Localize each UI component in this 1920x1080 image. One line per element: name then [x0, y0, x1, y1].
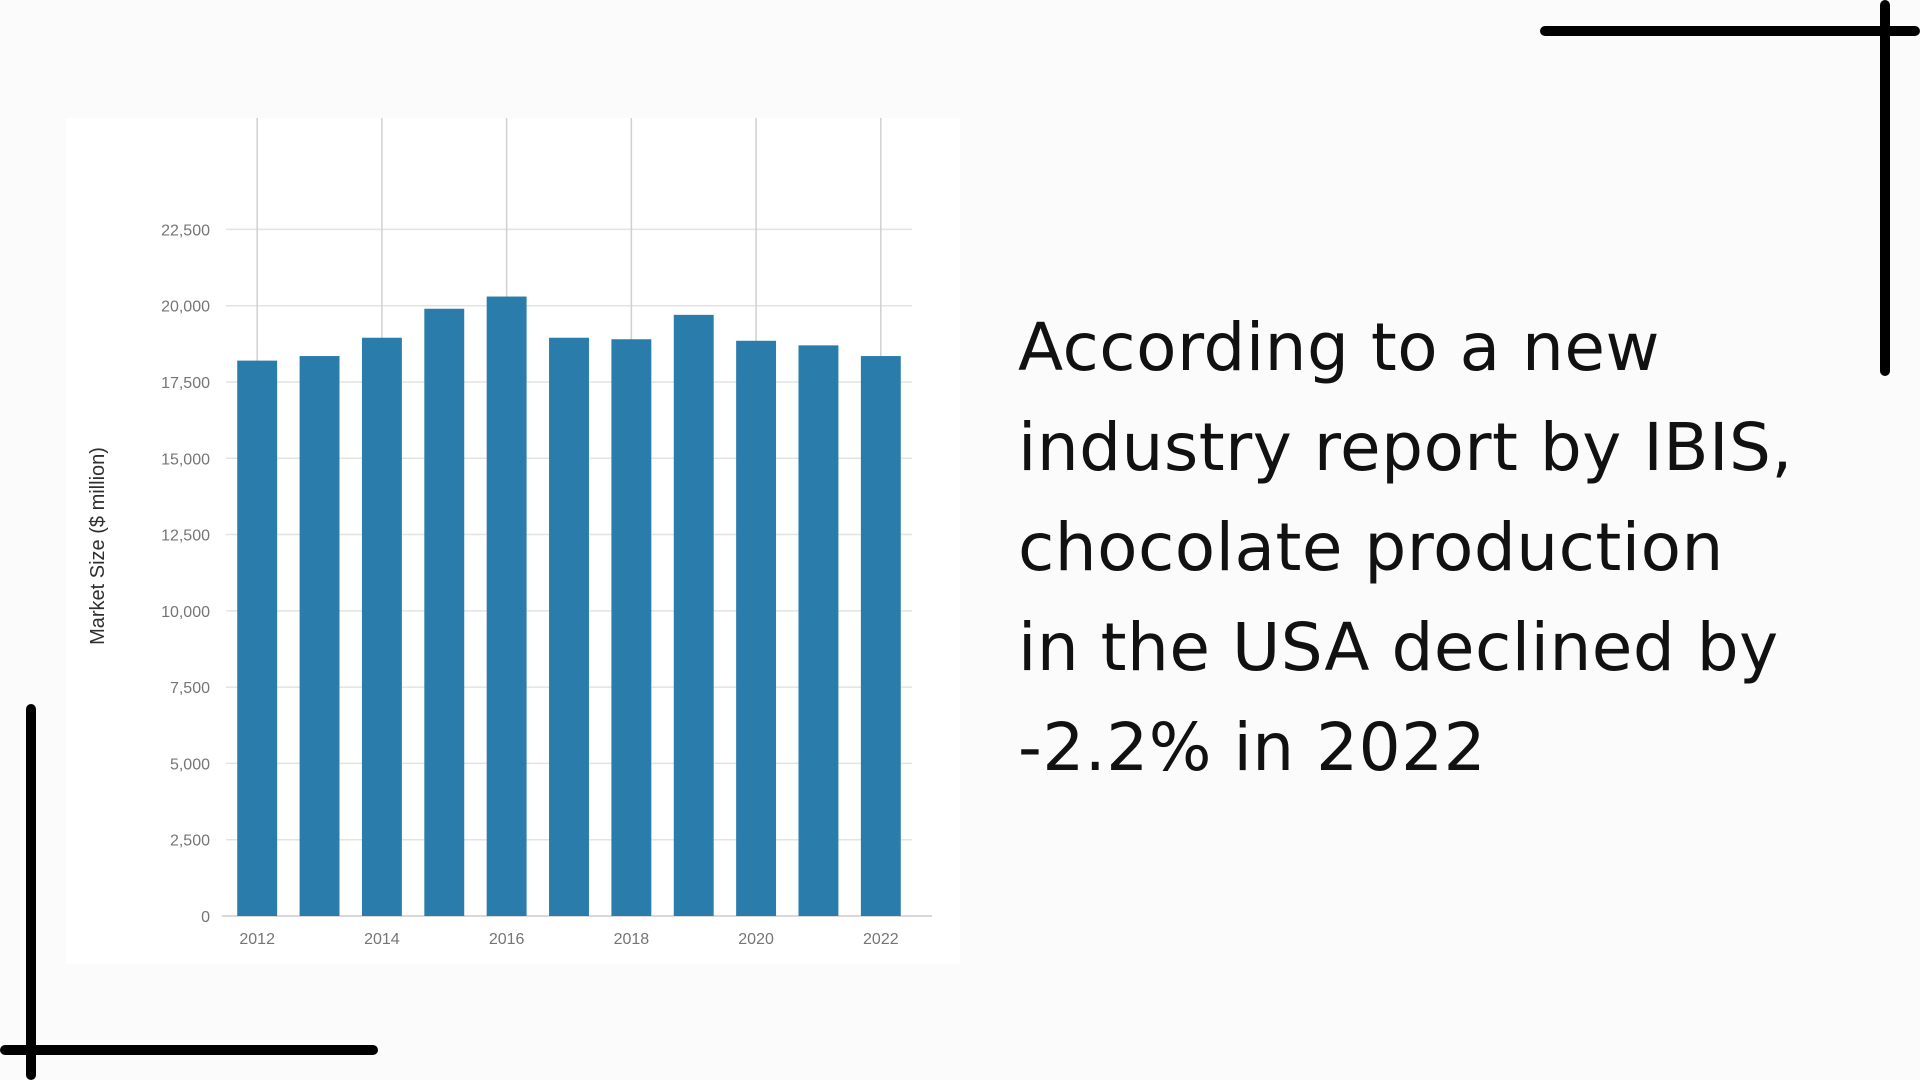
y-tick-label: 22,500	[161, 222, 210, 239]
corner-line-top-horizontal	[1540, 26, 1920, 36]
corner-line-bottom-vertical	[26, 704, 36, 1080]
y-axis-label: Market Size ($ million)	[87, 447, 109, 645]
chart-panel: 0 2,500 5,000 7,500 10,000 12,500 15,000 17,500…	[66, 118, 960, 964]
bar-2012	[237, 360, 278, 917]
bar-2019	[673, 314, 714, 917]
headline-line-4: in the USA declined by	[1018, 609, 1779, 686]
y-tick-label: 0	[201, 909, 210, 926]
x-tick-label: 2020	[738, 931, 774, 948]
bar-2013	[299, 356, 340, 916]
bar-2022	[860, 356, 901, 916]
corner-line-top-vertical	[1880, 0, 1890, 376]
y-tick-label: 20,000	[161, 299, 210, 316]
x-tick-label: 2014	[364, 931, 400, 948]
bar-2020	[736, 340, 777, 916]
corner-line-bottom-horizontal	[0, 1045, 378, 1055]
headline-line-3: chocolate production	[1018, 509, 1724, 586]
y-tick-label: 15,000	[161, 451, 210, 468]
bar-2018	[611, 339, 652, 916]
headline-line-2: industry report by IBIS,	[1018, 409, 1793, 486]
headline-line-1: According to a new	[1018, 309, 1660, 386]
y-tick-label: 7,500	[170, 680, 210, 697]
x-tick-label: 2012	[239, 931, 275, 948]
bar-2016	[486, 296, 527, 916]
x-tick-label: 2016	[489, 931, 525, 948]
y-tick-label: 12,500	[161, 528, 210, 545]
bar-2017	[549, 337, 589, 917]
headline-line-5: -2.2% in 2022	[1018, 709, 1487, 786]
y-tick-label: 5,000	[170, 756, 210, 773]
bar-2021	[798, 345, 839, 916]
bar-2015	[424, 308, 465, 916]
bar-chart: 0 2,500 5,000 7,500 10,000 12,500 15,000 17,500…	[87, 118, 932, 948]
bar-2014	[361, 337, 402, 917]
y-tick-label: 10,000	[161, 604, 210, 621]
y-tick-label: 17,500	[161, 375, 210, 392]
x-tick-label: 2022	[863, 931, 899, 948]
headline-text: According to a new industry report by IB…	[1018, 298, 1898, 798]
y-tick-label: 2,500	[170, 833, 210, 850]
x-tick-label: 2018	[614, 931, 650, 948]
